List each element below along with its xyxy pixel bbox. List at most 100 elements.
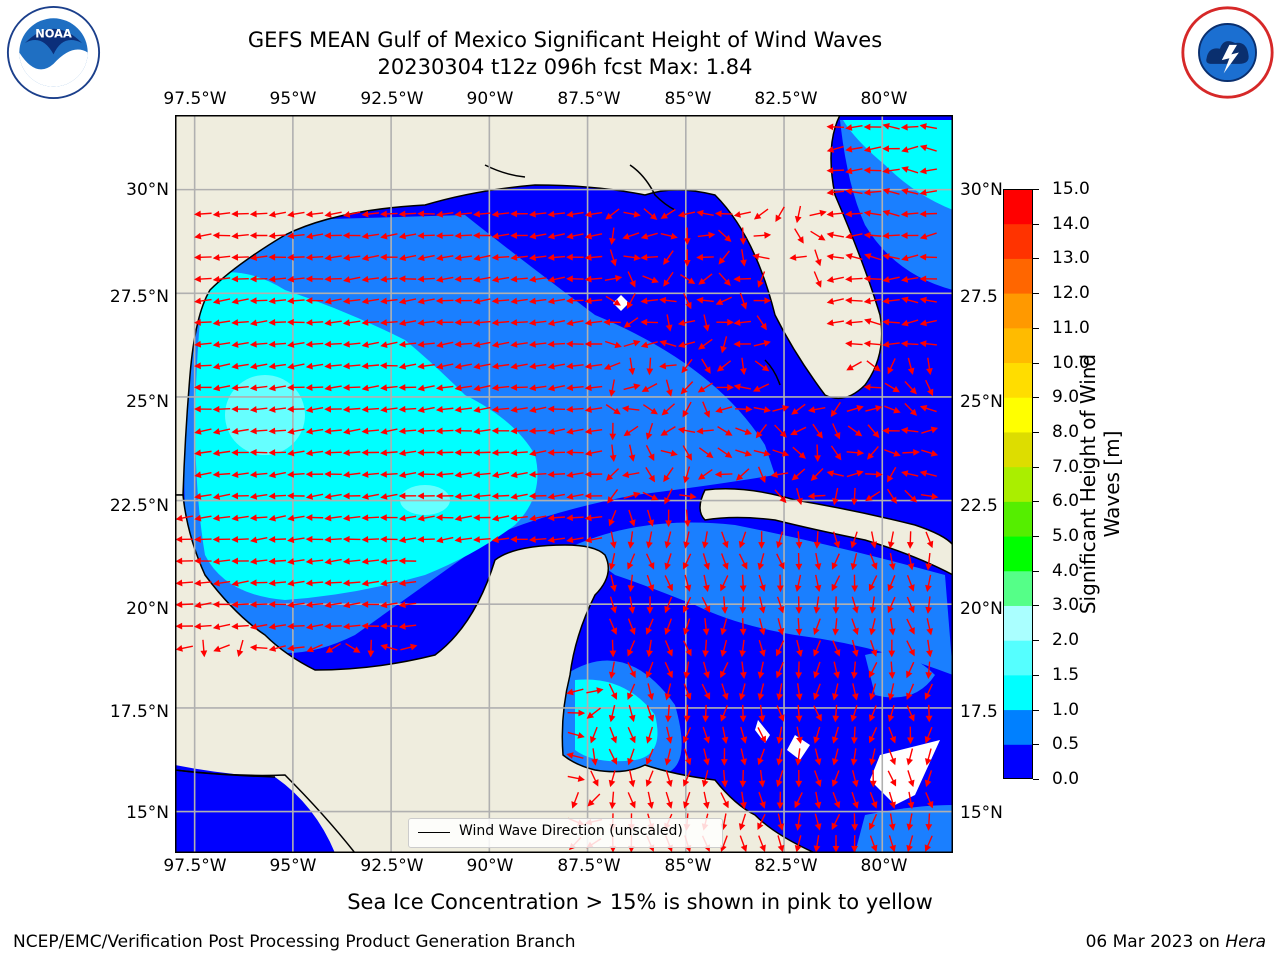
wind-wave-arrowhead — [795, 541, 803, 549]
wind-wave-arrowhead — [473, 406, 481, 414]
wind-wave-arrowhead — [605, 212, 613, 220]
wind-wave-arrowhead — [889, 844, 896, 853]
wind-wave-arrowhead — [831, 779, 839, 787]
wind-wave-arrowhead — [796, 736, 803, 744]
wind-wave-arrowhead — [782, 405, 790, 412]
wind-wave-arrowhead — [698, 277, 706, 285]
wind-wave-arrowhead — [670, 232, 678, 240]
wind-wave-arrowhead — [287, 492, 294, 500]
wind-wave-arrowhead — [473, 341, 481, 348]
wind-wave-arrowhead — [324, 493, 332, 500]
wind-wave-arrowhead — [343, 428, 351, 435]
wind-wave-arrowhead — [907, 563, 915, 571]
wind-wave-arrowhead — [473, 210, 481, 218]
colorbar-tick-label: 11.0 — [1052, 317, 1090, 338]
wind-wave-arrowhead — [628, 780, 636, 788]
wind-wave-arrowhead — [739, 650, 747, 658]
wind-wave-arrowhead — [436, 276, 444, 283]
wind-wave-arrowhead — [324, 254, 332, 262]
wind-wave-arrowhead — [826, 210, 834, 218]
wind-wave-arrowhead — [398, 275, 406, 283]
wind-wave-arrowhead — [608, 671, 616, 679]
lat-label-right: 20°N — [960, 599, 1003, 619]
wind-wave-arrows — [175, 123, 939, 853]
wind-wave-arrowhead — [454, 471, 462, 479]
wind-wave-arrowhead — [666, 779, 673, 788]
wind-wave-arrowhead — [194, 383, 201, 391]
wind-wave-arrowhead — [577, 732, 585, 739]
wind-wave-arrowhead — [584, 449, 593, 457]
islands — [613, 295, 940, 805]
wind-wave-arrowhead — [510, 493, 518, 500]
wind-wave-arrowhead — [633, 210, 641, 218]
wind-wave-arrowhead — [651, 494, 659, 501]
wind-wave-arrowhead — [869, 780, 877, 788]
wind-wave-arrowhead — [900, 275, 909, 283]
wind-wave-arrowhead — [661, 408, 669, 416]
wind-wave-arrowhead — [677, 341, 686, 349]
wind-wave-arrowhead — [908, 605, 915, 614]
wind-wave-arrowhead — [900, 210, 908, 218]
wind-wave-arrowhead — [863, 188, 871, 196]
wind-wave-arrowhead — [684, 520, 691, 528]
wind-wave-arrowhead — [757, 822, 764, 831]
wind-wave-arrowhead — [287, 210, 295, 218]
wind-wave-arrowhead — [212, 341, 220, 348]
wind-wave-arrowhead — [887, 366, 894, 375]
wind-wave-arrowhead — [380, 232, 388, 240]
wind-wave-arrowhead — [640, 297, 648, 305]
wind-wave-arrowhead — [868, 714, 876, 722]
wind-wave-arrowhead — [249, 492, 258, 500]
wind-wave-arrowhead — [714, 210, 722, 218]
wind-wave-arrowhead — [733, 275, 741, 283]
colorbar-tick-label: 3.0 — [1052, 595, 1080, 616]
wind-wave-arrowhead — [361, 493, 369, 500]
wind-wave-arrowhead — [741, 562, 748, 570]
wind-wave-arrowhead — [628, 368, 636, 376]
wind-wave-arrowhead — [491, 276, 499, 283]
wind-wave-arrowhead — [826, 167, 834, 174]
wind-wave-arrowhead — [510, 297, 518, 305]
wind-wave-arrowhead — [888, 650, 896, 658]
wind-wave-arrowhead — [436, 536, 444, 544]
wind-wave-arrowhead — [646, 607, 654, 614]
wind-wave-arrowhead — [547, 493, 555, 500]
wind-wave-arrowhead — [815, 258, 822, 267]
wind-wave-arrowhead — [435, 492, 443, 500]
wind-wave-arrowhead — [908, 627, 915, 635]
wind-wave-arrowhead — [380, 210, 387, 218]
wind-wave-arrowhead — [268, 340, 276, 348]
wind-wave-arrowhead — [398, 601, 406, 609]
lat-label-left: 30°N — [126, 180, 169, 200]
wind-wave-arrowhead — [380, 253, 387, 261]
wind-wave-arrowhead — [398, 557, 406, 565]
wind-wave-arrowhead — [867, 452, 874, 460]
wind-wave-arrowhead — [194, 210, 201, 218]
wind-wave-arrowhead — [789, 254, 797, 261]
wind-wave-arrowhead — [398, 362, 407, 370]
wind-wave-arrowhead — [698, 342, 706, 350]
wind-wave-arrowhead — [435, 384, 443, 392]
wind-wave-arrowhead — [795, 780, 803, 788]
wind-wave-arrowhead — [287, 514, 295, 522]
wind-wave-arrowhead — [757, 757, 764, 766]
wind-wave-arrowhead — [869, 692, 876, 701]
wind-wave-arrowhead — [473, 449, 480, 457]
wind-wave-arrowhead — [417, 492, 425, 500]
wind-wave-arrowhead — [919, 404, 928, 412]
wind-wave-arrowhead — [863, 275, 871, 283]
wind-wave-arrowhead — [231, 405, 238, 413]
wind-wave-arrowhead — [850, 540, 857, 549]
wind-wave-arrowhead — [770, 471, 778, 479]
wind-wave-arrowhead — [343, 601, 351, 609]
wind-wave-arrowhead — [664, 758, 672, 766]
wind-wave-arrowhead — [640, 318, 648, 326]
wind-wave-arrowhead — [759, 649, 766, 657]
wind-wave-arrowhead — [547, 449, 555, 456]
wind-wave-arrowhead — [882, 209, 891, 217]
wind-wave-arrowhead — [826, 276, 834, 283]
wind-wave-arrowhead — [888, 672, 896, 680]
wind-wave-arrowhead — [268, 384, 276, 392]
colorbar-ticks: 0.0 0.5 1.0 1.5 2.0 3.0 4.0 5.0 6.0 7.0 8.0 9.0 10.0… — [1033, 179, 1110, 789]
wind-wave-arrowhead — [664, 627, 671, 636]
